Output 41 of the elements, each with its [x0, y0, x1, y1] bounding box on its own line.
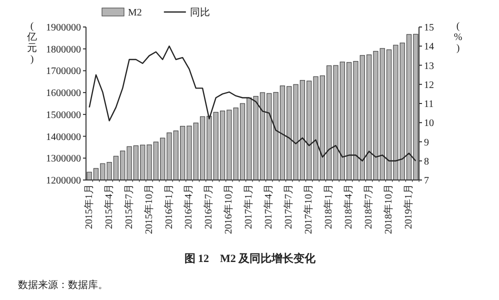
y2-tick-label: 10 [424, 118, 434, 130]
x-tick-label: 2016年1月 [162, 184, 175, 229]
x-tick-label: 2015年7月 [122, 184, 135, 229]
x-tick-label: 2016年10月 [222, 184, 235, 234]
y-axis-title: (亿元) [26, 21, 37, 65]
y2-tick-label: 11 [424, 99, 434, 110]
y2-tick-label: 9 [424, 137, 429, 148]
source-note: 数据来源：数据库。 [18, 279, 108, 291]
x-tick-label: 2015年4月 [102, 184, 115, 229]
y-tick-label: 1900000 [46, 22, 81, 34]
legend-label: 同比 [190, 6, 210, 18]
x-tick-label: 2015年1月 [82, 184, 95, 229]
y-tick-label: 1700000 [46, 66, 81, 78]
y2-tick-label: 12 [424, 80, 434, 91]
y2-tick-label: 14 [424, 42, 434, 53]
legend-label: M2 [128, 8, 142, 18]
x-tick-label: 2017年4月 [262, 184, 275, 229]
y2-axis-title: (%) [454, 21, 462, 54]
x-tick-label: 2019年1月 [402, 184, 415, 229]
y2-tick-label: 13 [424, 60, 434, 72]
x-tick-label: 2017年1月 [242, 184, 255, 229]
line-series [88, 46, 416, 162]
x-tick-label: 2017年7月 [282, 184, 295, 229]
y2-tick-label: 8 [424, 156, 429, 168]
y2-tick-label: 7 [424, 176, 429, 186]
x-tick-label: 2018年1月 [322, 184, 335, 229]
y2-tick-label: 15 [424, 22, 434, 34]
x-tick-label: 2017年10月 [302, 184, 315, 234]
y-tick-label: 1400000 [46, 132, 81, 143]
x-tick-label: 2016年4月 [182, 184, 195, 229]
x-tick-label: 2018年7月 [362, 184, 375, 229]
x-tick-label: 2018年4月 [342, 184, 355, 229]
x-tick-label: 2015年10月 [142, 184, 155, 234]
x-tick-label: 2016年7月 [202, 184, 215, 229]
y-tick-label: 1600000 [46, 88, 81, 100]
text: 图 12 M2 及同比增长变化 [184, 252, 317, 265]
y-tick-label: 1500000 [46, 110, 81, 121]
y-tick-label: 1200000 [46, 176, 81, 186]
y-tick-label: 1800000 [46, 44, 81, 56]
x-tick-label: 2018年10月 [382, 184, 395, 234]
y-tick-label: 1300000 [46, 154, 81, 165]
